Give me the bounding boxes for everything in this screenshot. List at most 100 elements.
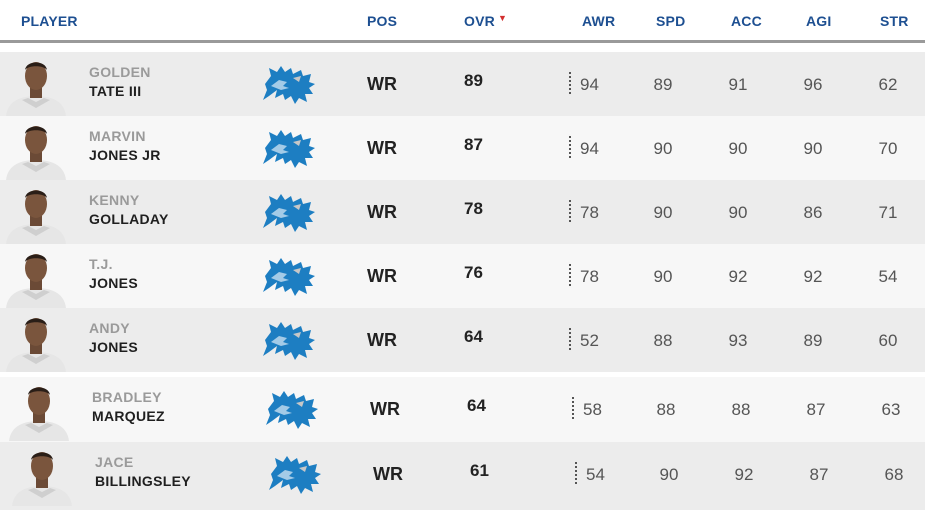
player-pos: WR [367,74,397,94]
player-agi: 90 [803,139,823,158]
player-ovr: 64 [464,327,483,346]
player-awr: 94 [580,75,599,94]
player-str: 60 [878,331,898,350]
player-name[interactable]: ANDY JONES [89,319,138,357]
player-name[interactable]: T.J. JONES [89,255,138,293]
col-agi[interactable]: AGI [806,13,832,29]
player-awr: 94 [580,139,599,158]
player-last-name: JONES JR [89,147,161,163]
player-ovr: 89 [464,71,483,90]
player-last-name: JONES [89,339,138,355]
player-spd: 90 [653,139,673,158]
player-name[interactable]: MARVIN JONES JR [89,127,161,165]
player-pos: WR [367,330,397,350]
player-acc: 92 [728,267,748,286]
player-photo [4,248,68,308]
player-str: 70 [878,139,898,158]
player-agi: 87 [809,465,829,484]
col-spd[interactable]: SPD [656,13,686,29]
player-pos: WR [367,202,397,222]
player-photo [10,446,74,506]
player-spd: 90 [659,465,679,484]
player-pos: WR [373,464,403,484]
col-ovr-label: OVR [464,13,495,29]
player-spd: 89 [653,75,673,94]
player-awr: 78 [580,203,599,222]
player-photo [4,56,68,116]
player-photo [7,381,71,441]
player-ovr: 78 [464,199,483,218]
player-ovr: 61 [470,461,489,480]
team-logo-icon [257,252,319,300]
player-photo [4,184,68,244]
player-awr: 52 [580,331,599,350]
player-acc: 92 [734,465,754,484]
player-ovr: 76 [464,263,483,282]
table-row[interactable]: BRADLEY MARQUEZ WR 64 58 88 88 87 63 [0,377,925,442]
col-awr[interactable]: AWR [582,13,616,29]
stat-divider-icon [575,462,579,484]
player-name[interactable]: KENNY GOLLADAY [89,191,169,229]
player-first-name: BRADLEY [92,389,162,405]
player-name[interactable]: BRADLEY MARQUEZ [92,388,165,426]
col-player[interactable]: PLAYER [21,13,78,29]
col-acc[interactable]: ACC [731,13,762,29]
player-name[interactable]: GOLDEN TATE III [89,63,151,101]
stat-divider-icon [572,397,576,419]
col-pos[interactable]: POS [367,13,398,29]
team-logo-icon [260,385,322,433]
team-logo-icon [257,316,319,364]
player-acc: 88 [731,400,751,419]
sort-desc-icon: ▼ [497,13,508,23]
team-logo-icon [257,124,319,172]
player-first-name: GOLDEN [89,64,151,80]
player-last-name: GOLLADAY [89,211,169,227]
player-agi: 96 [803,75,823,94]
player-spd: 90 [653,203,673,222]
table-header: PLAYER POS OVR ▼ AWR SPD ACC AGI STR [0,0,925,43]
table-row[interactable]: MARVIN JONES JR WR 87 94 90 90 90 70 [0,116,925,180]
player-acc: 91 [728,75,748,94]
table-row[interactable]: ANDY JONES WR 64 52 88 93 89 60 [0,308,925,372]
player-agi: 89 [803,331,823,350]
player-spd: 90 [653,267,673,286]
player-awr: 54 [586,465,605,484]
player-str: 54 [878,267,898,286]
player-pos: WR [367,138,397,158]
stat-divider-icon [569,200,573,222]
player-awr: 58 [583,400,602,419]
col-str[interactable]: STR [880,13,909,29]
team-logo-icon [257,188,319,236]
table-row[interactable]: GOLDEN TATE III WR 89 94 89 91 96 62 [0,52,925,116]
player-str: 71 [878,203,898,222]
table-row[interactable]: JACE BILLINGSLEY WR 61 54 90 92 87 68 [0,442,925,510]
table-row[interactable]: KENNY GOLLADAY WR 78 78 90 90 86 71 [0,180,925,244]
player-awr: 78 [580,267,599,286]
player-first-name: T.J. [89,256,113,272]
player-photo [4,120,68,180]
player-first-name: ANDY [89,320,130,336]
player-agi: 86 [803,203,823,222]
player-last-name: JONES [89,275,138,291]
player-first-name: JACE [95,454,134,470]
player-last-name: MARQUEZ [92,408,165,424]
player-pos: WR [370,399,400,419]
stat-divider-icon [569,328,573,350]
stat-divider-icon [569,264,573,286]
col-ovr[interactable]: OVR ▼ [464,13,507,29]
player-acc: 90 [728,203,748,222]
team-logo-icon [263,450,325,498]
player-spd: 88 [656,400,676,419]
player-str: 68 [884,465,904,484]
player-name[interactable]: JACE BILLINGSLEY [95,453,191,491]
player-str: 63 [881,400,901,419]
player-last-name: TATE III [89,83,142,99]
stat-divider-icon [569,72,573,94]
table-row[interactable]: T.J. JONES WR 76 78 90 92 92 54 [0,244,925,308]
player-str: 62 [878,75,898,94]
stat-divider-icon [569,136,573,158]
player-first-name: MARVIN [89,128,146,144]
team-logo-icon [257,60,319,108]
player-agi: 92 [803,267,823,286]
player-last-name: BILLINGSLEY [95,473,191,489]
